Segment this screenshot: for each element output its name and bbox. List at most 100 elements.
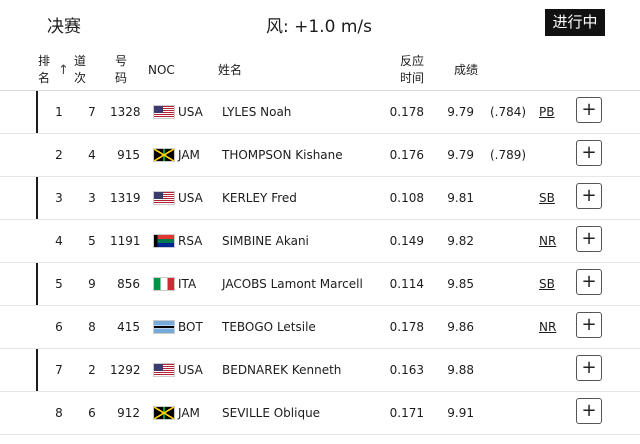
- bib-cell: 915: [117, 148, 140, 162]
- usa-flag-icon: [153, 191, 175, 205]
- usa-flag-icon: [153, 105, 175, 119]
- rank-cell: 5: [55, 277, 63, 291]
- expand-row-button[interactable]: +: [576, 398, 602, 424]
- col-lane-line1: 道: [74, 54, 87, 68]
- results-header-bar: 决赛 风: +1.0 m/s 进行中: [0, 0, 640, 44]
- result-cell: 9.79: [447, 148, 474, 162]
- athlete-name[interactable]: TEBOGO Letsile: [222, 320, 316, 334]
- table-row: 5 9 856 ITA JACOBS Lamont Marcell 0.114 9.85 SB…: [0, 263, 640, 306]
- tiebreak-cell: (.789): [490, 148, 527, 162]
- bib-cell: 912: [117, 406, 140, 420]
- col-reaction-line1: 反应: [400, 54, 425, 68]
- noc-cell: ITA: [178, 277, 197, 291]
- reaction-time-cell: 0.163: [389, 363, 424, 377]
- usa-flag-icon: [153, 363, 175, 377]
- rank-cell: 7: [55, 363, 63, 377]
- lane-cell: 7: [88, 105, 96, 119]
- status-badge: 进行中: [545, 9, 605, 36]
- reaction-time-cell: 0.176: [389, 148, 424, 162]
- row-accent-bar: [36, 263, 38, 305]
- athlete-name[interactable]: KERLEY Fred: [222, 191, 297, 205]
- table-row: 3 3 1319 USA KERLEY Fred 0.108 9.81 SB +: [0, 177, 640, 220]
- col-rank-line2: 名: [38, 71, 51, 85]
- table-header: 排 名 道 次 号 码 NOC 姓名 反应 时间 成绩: [0, 48, 640, 91]
- athlete-name[interactable]: THOMPSON Kishane: [222, 148, 343, 162]
- noc-cell: JAM: [178, 148, 200, 162]
- bot-flag-icon: [153, 320, 175, 334]
- lane-cell: 4: [88, 148, 96, 162]
- event-title: 决赛: [47, 17, 81, 37]
- result-cell: 9.81: [447, 191, 474, 205]
- expand-row-button[interactable]: +: [576, 312, 602, 338]
- lane-cell: 9: [88, 277, 96, 291]
- rsa-flag-icon: [153, 234, 175, 248]
- sort-up-arrow-icon[interactable]: ↑: [58, 63, 69, 78]
- table-row: 7 2 1292 USA BEDNAREK Kenneth 0.163 9.88 +: [0, 349, 640, 392]
- bib-cell: 1328: [110, 105, 141, 119]
- bib-cell: 856: [117, 277, 140, 291]
- result-cell: 9.88: [447, 363, 474, 377]
- reaction-time-cell: 0.108: [389, 191, 424, 205]
- table-row: 4 5 1191 RSA SIMBINE Akani 0.149 9.82 NR +: [0, 220, 640, 263]
- noc-cell: JAM: [178, 406, 200, 420]
- result-cell: 9.86: [447, 320, 474, 334]
- record-badge: SB: [539, 277, 555, 291]
- col-name: 姓名: [218, 63, 243, 77]
- lane-cell: 3: [88, 191, 96, 205]
- athlete-name[interactable]: SIMBINE Akani: [222, 234, 309, 248]
- col-result: 成绩: [454, 63, 479, 77]
- col-reaction-line2: 时间: [400, 71, 425, 85]
- reaction-time-cell: 0.114: [389, 277, 424, 291]
- expand-row-button[interactable]: +: [576, 97, 602, 123]
- expand-row-button[interactable]: +: [576, 183, 602, 209]
- lane-cell: 5: [88, 234, 96, 248]
- ita-flag-icon: [153, 277, 175, 291]
- reaction-time-cell: 0.178: [389, 105, 424, 119]
- bib-cell: 1319: [110, 191, 141, 205]
- record-badge: NR: [539, 320, 557, 334]
- rank-cell: 8: [55, 406, 63, 420]
- rank-cell: 1: [55, 105, 63, 119]
- jam-flag-icon: [153, 406, 175, 420]
- lane-cell: 2: [88, 363, 96, 377]
- reaction-time-cell: 0.171: [389, 406, 424, 420]
- result-cell: 9.91: [447, 406, 474, 420]
- result-cell: 9.85: [447, 277, 474, 291]
- result-cell: 9.82: [447, 234, 474, 248]
- reaction-time-cell: 0.149: [389, 234, 424, 248]
- expand-row-button[interactable]: +: [576, 355, 602, 381]
- noc-cell: BOT: [178, 320, 203, 334]
- lane-cell: 6: [88, 406, 96, 420]
- table-row: 8 6 912 JAM SEVILLE Oblique 0.171 9.91 +: [0, 392, 640, 435]
- table-row: 1 7 1328 USA LYLES Noah 0.178 9.79 (.784) PB +: [0, 91, 640, 134]
- athlete-name[interactable]: SEVILLE Oblique: [222, 406, 321, 420]
- bib-cell: 1191: [110, 234, 141, 248]
- athlete-name[interactable]: BEDNAREK Kenneth: [222, 363, 342, 377]
- noc-cell: USA: [178, 363, 203, 377]
- result-cell: 9.79: [447, 105, 474, 119]
- expand-row-button[interactable]: +: [576, 226, 602, 252]
- rank-cell: 6: [55, 320, 63, 334]
- row-accent-bar: [36, 177, 38, 219]
- lane-cell: 8: [88, 320, 96, 334]
- col-bib-line2: 码: [115, 71, 128, 85]
- athlete-name[interactable]: LYLES Noah: [222, 105, 292, 119]
- wind-reading: 风: +1.0 m/s: [266, 17, 372, 37]
- bib-cell: 415: [117, 320, 140, 334]
- col-lane-line2: 次: [74, 71, 87, 85]
- record-badge: PB: [539, 105, 555, 119]
- expand-row-button[interactable]: +: [576, 140, 602, 166]
- table-row: 2 4 915 JAM THOMPSON Kishane 0.176 9.79 (.789) +: [0, 134, 640, 177]
- col-noc: NOC: [148, 63, 175, 77]
- jam-flag-icon: [153, 148, 175, 162]
- rank-cell: 4: [55, 234, 63, 248]
- table-row: 6 8 415 BOT TEBOGO Letsile 0.178 9.86 NR +: [0, 306, 640, 349]
- row-accent-bar: [36, 349, 38, 391]
- noc-cell: USA: [178, 191, 203, 205]
- expand-row-button[interactable]: +: [576, 269, 602, 295]
- record-badge: NR: [539, 234, 557, 248]
- noc-cell: USA: [178, 105, 203, 119]
- rank-cell: 2: [55, 148, 63, 162]
- athlete-name[interactable]: JACOBS Lamont Marcell: [222, 277, 363, 291]
- rank-cell: 3: [55, 191, 63, 205]
